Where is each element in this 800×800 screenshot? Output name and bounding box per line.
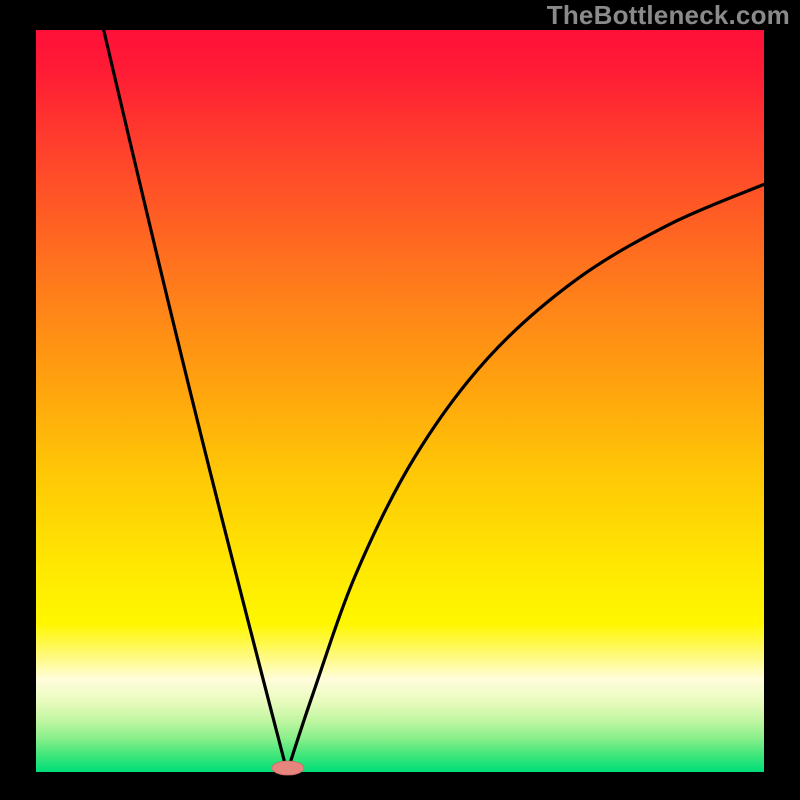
optimal-marker: [272, 761, 304, 775]
plot-background: [36, 30, 764, 772]
watermark: TheBottleneck.com: [547, 0, 790, 31]
bottleneck-chart: [0, 0, 800, 800]
